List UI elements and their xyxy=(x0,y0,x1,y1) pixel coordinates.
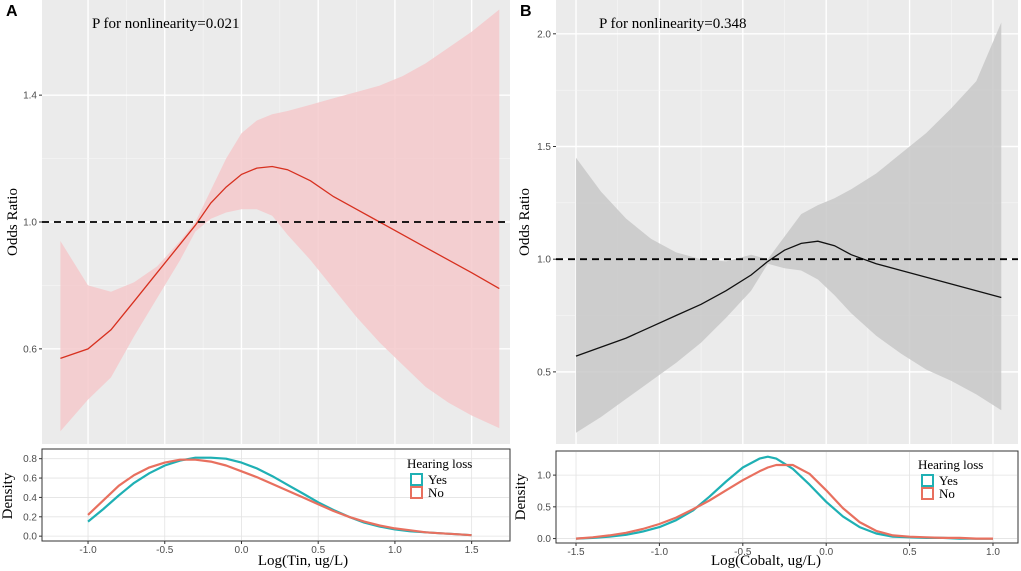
panel-a-ci-band xyxy=(60,9,500,432)
panel-a-density-x-ticks: -1.0 -0.5 0.0 0.5 1.0 1.5 xyxy=(79,541,479,556)
panel-a-ytick-label: 1.4 xyxy=(23,91,37,102)
panel-a-density-xtick-label: 0.0 xyxy=(235,545,249,556)
panel-a-odds-ratio-line xyxy=(60,165,500,360)
panel-b-density-y-label: Density xyxy=(513,473,529,520)
panel-b-legend-yes-label: Yes xyxy=(939,473,958,488)
panel-a-density-xtick-label: -0.5 xyxy=(156,545,174,556)
panel-a-y-ticks: 0.6 1.0 1.4 xyxy=(23,91,42,355)
panel-b-x-label: Log(Cobalt, ug/L) xyxy=(711,553,821,569)
panel-a-legend-no-label: No xyxy=(428,485,444,500)
panel-a-legend-title: Hearing loss xyxy=(407,456,472,471)
panel-a-density-lines xyxy=(87,456,472,537)
panel-b-legend-no-label: No xyxy=(939,486,955,501)
panel-a-density-ytick-label: 0.4 xyxy=(23,493,37,504)
panel-b-density-lines xyxy=(575,455,993,540)
panel-b-density-ytick-label: 1.0 xyxy=(537,471,551,482)
panel-b-density-line-no xyxy=(575,463,993,540)
panel-b-legend-no-key xyxy=(921,487,934,500)
panel-a-density-xtick-label: 1.0 xyxy=(388,545,402,556)
panel-a-nonlinearity-annotation: P for nonlinearity=0.021 xyxy=(92,16,239,32)
panel-b-density-xtick-label: -0.5 xyxy=(734,547,752,558)
panel-b-ytick-label: 1.5 xyxy=(537,142,551,153)
panel-a-density-ytick-label: 0.6 xyxy=(23,474,37,485)
panel-a-density-xtick-label: 0.5 xyxy=(311,545,325,556)
panel-b-density-y-ticks: 0.0 0.5 1.0 xyxy=(537,471,556,545)
panel-b-density-background xyxy=(555,450,1019,544)
panel-a-density-y-ticks: 0.0 0.2 0.4 0.6 0.8 xyxy=(23,454,42,543)
panel-a-x-label: Log(Tin, ug/L) xyxy=(258,553,348,569)
panel-b-density-xtick-label: -1.0 xyxy=(651,547,669,558)
panel-b-y-label: Odds Ratio xyxy=(517,188,533,256)
panel-b-legend: Hearing loss Yes No xyxy=(918,457,983,501)
panel-b-ytick-label: 2.0 xyxy=(537,29,551,40)
panel-b-legend-title: Hearing loss xyxy=(918,457,983,472)
panel-a-density-y-label: Density xyxy=(0,472,16,519)
panel-b-density-ytick-label: 0.5 xyxy=(537,502,551,513)
panel-a-density-ytick-label: 0.0 xyxy=(23,532,37,543)
panel-b-density-ytick-label: 0.0 xyxy=(537,534,551,545)
panel-b-ci-band xyxy=(576,22,1002,433)
panel-a-density-ytick-label: 0.2 xyxy=(23,512,37,523)
panel-a-legend-no-key xyxy=(410,486,423,499)
panel-a-y-label: Odds Ratio xyxy=(5,188,21,256)
panel-b-density-x-ticks: -1.5 -1.0 -0.5 0.0 0.5 1.0 xyxy=(567,543,1000,558)
panel-a-ytick-label: 1.0 xyxy=(23,218,37,229)
panel-b-nonlinearity-annotation: P for nonlinearity=0.348 xyxy=(599,16,746,32)
panel-b-ytick-label: 0.5 xyxy=(537,367,551,378)
panel-b-y-ticks: 0.5 1.0 1.5 2.0 xyxy=(537,29,556,378)
panel-a-legend: Hearing loss Yes No xyxy=(407,456,472,500)
panel-b-density-xtick-label: -1.5 xyxy=(567,547,585,558)
panel-a-density-xtick-label: -1.0 xyxy=(79,545,97,556)
panel-b-ytick-label: 1.0 xyxy=(537,255,551,266)
panel-b-legend-yes-key xyxy=(921,474,934,487)
panel-a-ytick-label: 0.6 xyxy=(23,344,37,355)
panel-b-density-xtick-label: 0.0 xyxy=(819,547,833,558)
panel-a-density-line-no xyxy=(87,458,472,537)
panel-b-letter: B xyxy=(520,3,532,20)
panel-a-legend-yes-label: Yes xyxy=(428,472,447,487)
panel-a-legend-yes-key xyxy=(410,473,423,486)
panel-a-density-xtick-label: 1.5 xyxy=(465,545,479,556)
panel-b-odds-ratio-line xyxy=(575,240,1002,357)
panel-a-density-ytick-label: 0.8 xyxy=(23,454,37,465)
panel-b-density-grid xyxy=(557,452,1017,542)
panel-b-density-xtick-label: 1.0 xyxy=(986,547,1000,558)
panel-b-density-xtick-label: 0.5 xyxy=(903,547,917,558)
panel-a-letter: A xyxy=(6,3,18,20)
